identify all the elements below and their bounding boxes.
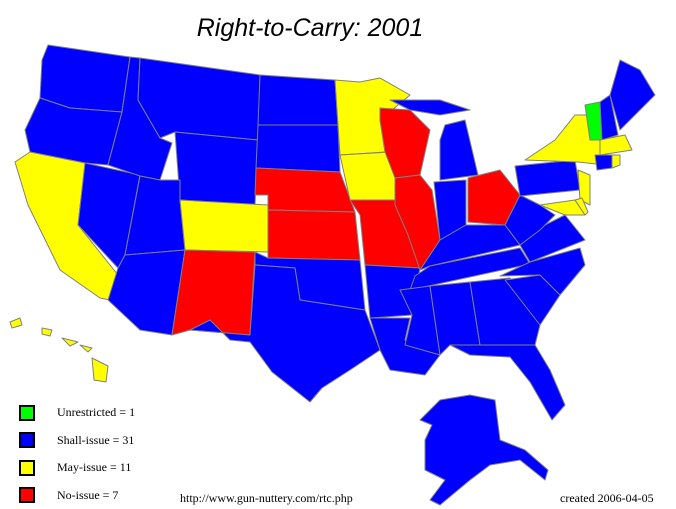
state-mi (389, 99, 471, 116)
state-hi (79, 344, 93, 353)
map-title: Right-to-Carry: 2001 (196, 14, 424, 42)
state-tn (409, 247, 531, 291)
state-nd (257, 74, 339, 126)
legend-item-no-issue: No-issue = 7 (19, 483, 135, 508)
state-hi (9, 317, 23, 329)
state-ks (267, 209, 361, 261)
legend-item-shall-issue: Shall-issue = 31 (19, 428, 135, 453)
state-co (179, 199, 269, 253)
state-wy (174, 131, 259, 206)
state-de (574, 197, 589, 216)
state-mt (137, 57, 261, 141)
state-ga (469, 277, 541, 346)
state-nh (599, 94, 619, 141)
source-url[interactable]: http://www.gun-nuttery.com/rtc.php (180, 491, 353, 505)
legend: Unrestricted = 1 Shall-issue = 31 May-is… (19, 400, 135, 509)
legend-swatch (19, 432, 35, 448)
legend-swatch (19, 487, 35, 503)
state-ct (594, 154, 613, 171)
state-hi (91, 357, 109, 383)
state-pa (514, 159, 581, 197)
state-hi (61, 337, 79, 347)
legend-item-unrestricted: Unrestricted = 1 (19, 400, 135, 425)
legend-swatch (19, 404, 35, 421)
state-ma (599, 134, 633, 156)
state-la (369, 317, 441, 376)
state-ak (419, 394, 549, 506)
state-sd (255, 124, 341, 173)
state-or (24, 97, 123, 166)
created-date: created 2006-04-05 (560, 491, 654, 505)
state-mi (439, 119, 479, 181)
legend-label: Shall-issue = 31 (57, 432, 135, 447)
state-tx (189, 264, 381, 403)
legend-label: Unrestricted = 1 (57, 405, 136, 419)
state-nm (171, 249, 256, 336)
state-nj (577, 169, 591, 206)
legend-label: May-issue = 11 (57, 460, 132, 474)
state-ms (399, 285, 441, 356)
state-me (609, 59, 656, 131)
legend-label: No-issue = 7 (57, 487, 119, 502)
state-wa (39, 44, 131, 113)
legend-swatch (19, 459, 35, 476)
state-ri (611, 154, 621, 169)
state-hi (41, 327, 53, 337)
legend-item-may-issue: May-issue = 11 (19, 455, 135, 480)
state-fl (449, 344, 566, 421)
state-ne (254, 167, 356, 213)
